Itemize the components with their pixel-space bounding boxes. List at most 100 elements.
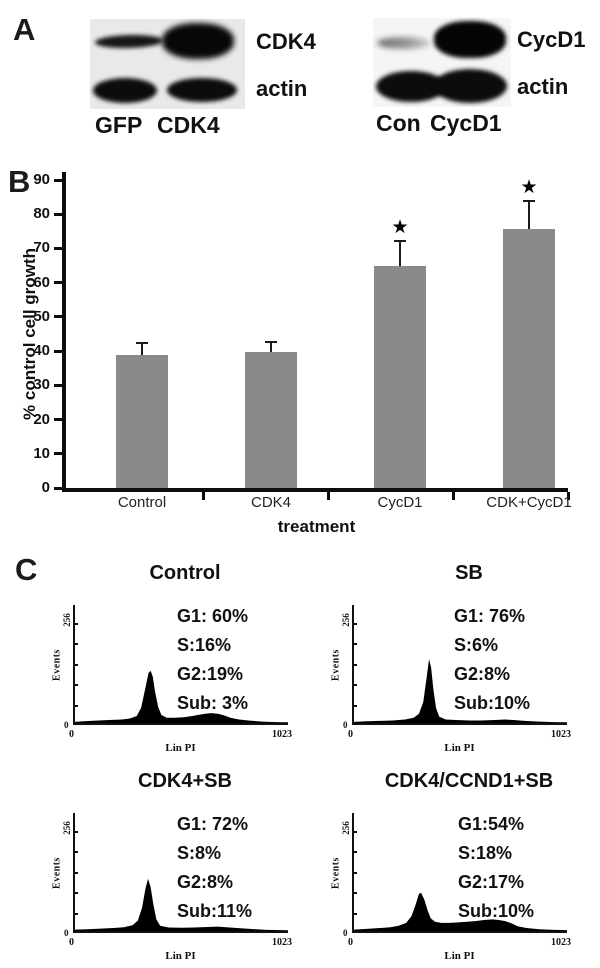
blot-band-cycd1-con-lane [377, 37, 431, 49]
y-tick-label: 60 [33, 273, 50, 291]
histogram-y-axis [352, 605, 354, 725]
bar-chart-plot-area: 0 10 20 30 40 50 60 70 80 90 Control CDK4 ★ CycD1 ★ CDK… [33, 171, 571, 511]
blot1-loading-label: actin [256, 76, 308, 101]
x-axis-tick [566, 492, 570, 500]
y-tick-label: 20 [33, 410, 50, 428]
y-axis-tick [75, 663, 78, 666]
histogram-curve [354, 892, 567, 931]
bar [503, 228, 555, 488]
flow-histogram-cdk4-sb: CDK4+SB 256 Events 0 0 1023 Lin PI G1: 7… [52, 768, 305, 968]
category-label: CDK4 [250, 494, 291, 511]
blot-band-cdk4-gfp-lane [94, 34, 164, 49]
y-max-label: 256 [340, 613, 351, 627]
cell-cycle-stats: G1: 76% S:6% G2:8% Sub:10% [454, 602, 530, 718]
panel-label-a: A [13, 12, 36, 47]
category-label: CycD1 [377, 494, 423, 511]
y-axis-tick [75, 684, 78, 687]
histogram-x-axis [352, 723, 567, 725]
y-axis-tick [54, 383, 62, 387]
x-max-label: 1023 [551, 937, 571, 948]
bar-chart-x-axis-title: treatment [277, 517, 356, 536]
y-axis-tick [54, 418, 62, 422]
stat-g1: G1: 76% [454, 606, 526, 626]
y-min-label: 0 [64, 928, 69, 938]
stat-s: S:18% [458, 843, 513, 863]
y-axis-tick [54, 246, 62, 250]
histogram-title: CDK4/CCND1+SB [384, 770, 554, 792]
y-axis-tick [54, 486, 62, 490]
stat-s: S:8% [177, 843, 222, 863]
category-label: Control [117, 494, 167, 511]
histogram-x-axis [352, 931, 567, 933]
y-axis-tick [75, 831, 78, 833]
flow-histogram-cdk4-ccnd1-sb: CDK4/CCND1+SB 256 Events 0 0 1023 Lin PI… [331, 768, 594, 968]
y-axis-tick [354, 892, 357, 895]
y-axis-tick [354, 851, 357, 854]
bar [116, 355, 168, 488]
blot-band-actin-gfp-lane [93, 78, 157, 103]
histogram-title: SB [455, 562, 483, 584]
blot-band-actin-cycd1-lane [433, 69, 507, 103]
cell-cycle-stats: G1:54% S:18% G2:17% Sub:10% [458, 810, 534, 926]
y-tick-label: 0 [41, 479, 50, 496]
blot1-lane2-label: CDK4 [157, 112, 220, 138]
y-tick-label: 50 [33, 307, 50, 325]
y-min-label: 0 [64, 720, 69, 730]
y-max-label: 256 [61, 821, 72, 835]
blot2-target-label: CycD1 [517, 27, 586, 52]
y-axis-tick [354, 704, 357, 707]
y-axis-tick [354, 871, 357, 874]
histogram-plot-area: 256 Events 0 0 1023 Lin PI [331, 605, 571, 754]
x-axis-label: Lin PI [165, 950, 196, 962]
stat-s: S:6% [454, 635, 499, 655]
y-axis-tick [75, 851, 78, 854]
histogram-title: Control [149, 562, 221, 584]
bar [245, 351, 297, 488]
y-max-label: 256 [61, 613, 72, 627]
western-blot-cycd1 [373, 18, 511, 107]
cell-cycle-stats: G1: 72% S:8% G2:8% Sub:11% [177, 810, 252, 926]
histogram-x-axis [73, 723, 288, 725]
stat-g1: G1:54% [458, 814, 525, 834]
y-axis-tick [75, 643, 78, 646]
x-axis-label: Lin PI [444, 950, 475, 962]
y-axis-tick [75, 892, 78, 895]
x-axis-label: Lin PI [165, 742, 196, 754]
histogram-y-axis [352, 813, 354, 933]
histogram-x-axis [73, 931, 288, 933]
y-axis-tick [54, 452, 62, 456]
blot2-lane2-label: CycD1 [430, 110, 502, 136]
blot1-target-label: CDK4 [256, 29, 316, 54]
x-max-label: 1023 [272, 937, 292, 948]
error-bar [528, 200, 530, 229]
y-axis-tick [54, 178, 62, 182]
stat-sub: Sub:10% [454, 693, 531, 713]
histogram-y-axis [73, 605, 75, 725]
x-min-label: 0 [348, 729, 353, 740]
y-axis-tick [54, 212, 62, 216]
histogram-y-axis [73, 813, 75, 933]
y-axis-label: Events [51, 857, 63, 889]
x-axis-tick [201, 492, 205, 500]
histogram-plot-area: 256 Events 0 0 1023 Lin PI [52, 813, 292, 962]
x-axis-tick [451, 492, 455, 500]
y-tick-label: 80 [33, 205, 50, 223]
y-axis-tick [354, 663, 357, 666]
panel-label-b: B [8, 164, 31, 199]
x-max-label: 1023 [551, 729, 571, 740]
category-label: CDK+CycD1 [486, 494, 572, 511]
y-axis-tick [75, 623, 78, 625]
y-axis-tick [54, 281, 62, 285]
stat-g1: G1: 60% [177, 606, 249, 626]
stat-sub: Sub:10% [458, 901, 535, 921]
stat-g2: G2:8% [454, 664, 511, 684]
x-axis-label: Lin PI [444, 742, 475, 754]
x-max-label: 1023 [272, 729, 292, 740]
blot2-loading-label: actin [517, 74, 569, 99]
flow-histogram-sb: SB 256 Events 0 0 1023 Lin PI G1: 76% S:… [331, 560, 594, 765]
y-tick-label: 30 [33, 376, 50, 394]
error-bar-cap [136, 341, 148, 344]
blot2-lane1-label: Con [376, 110, 421, 136]
y-axis-tick [354, 912, 357, 915]
